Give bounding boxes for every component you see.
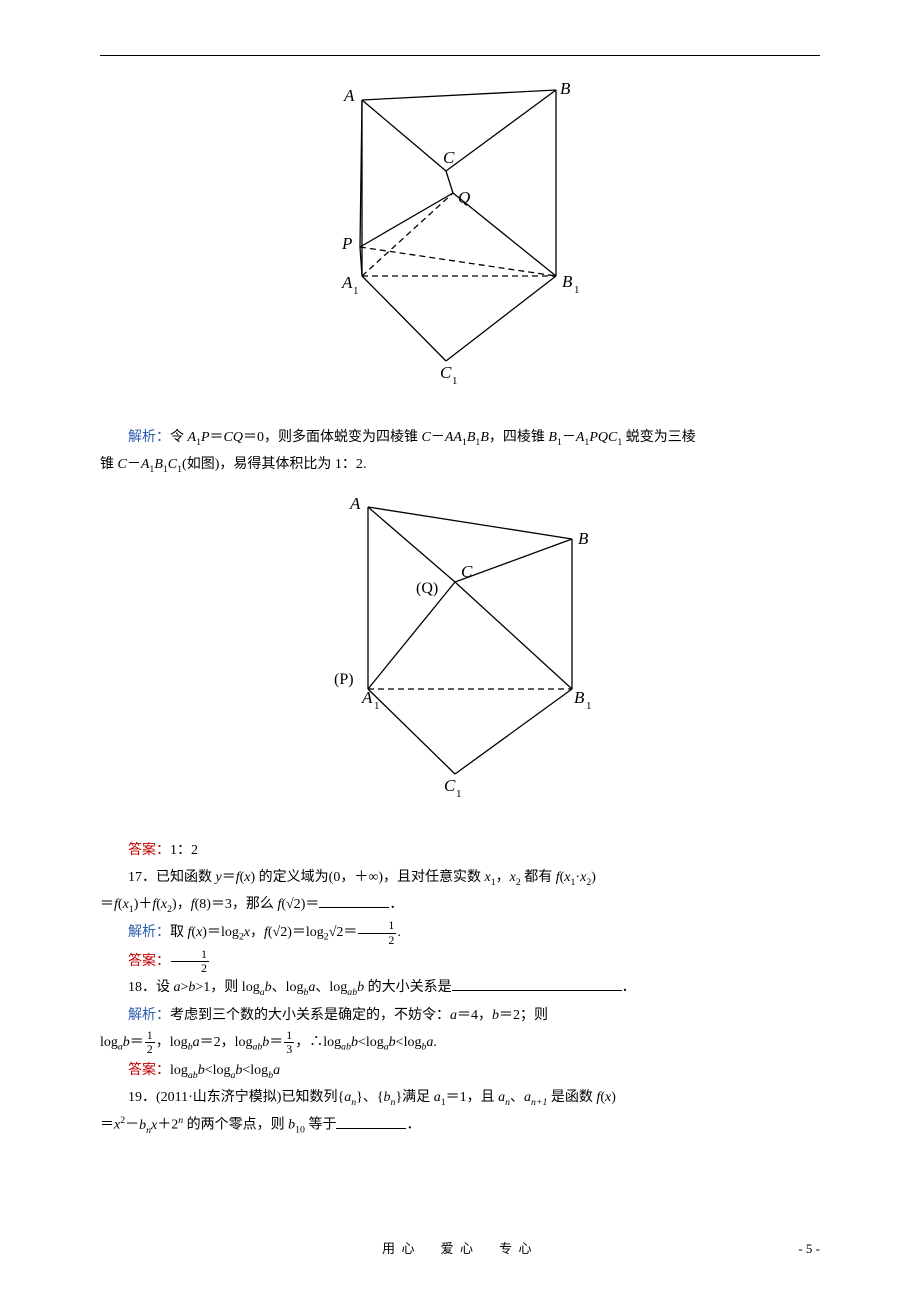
- svg-text:B: B: [562, 272, 573, 291]
- svg-text:C: C: [444, 776, 456, 795]
- blank-18: [452, 976, 622, 991]
- answer-label: 答案：: [128, 843, 170, 858]
- svg-text:Q: Q: [458, 188, 470, 207]
- figure-2: ABC(Q)(P)A1B1C1: [100, 489, 820, 820]
- fig-analysis-line2: 锥 C－A1B1C1(如图)，易得其体积比为 1：2.: [100, 452, 820, 479]
- q18: 18．设 a>b>1，则 logab、logba、logabb 的大小关系是．: [100, 975, 820, 1002]
- figure-1: ABCQPA1B1C1: [100, 76, 820, 407]
- svg-text:A: A: [349, 494, 361, 513]
- svg-text:1: 1: [574, 284, 580, 296]
- svg-text:B: B: [574, 688, 585, 707]
- fig-analysis-line1: 解析：令 A1P＝CQ＝0，则多面体蜕变为四棱锥 C－AA1B1B，四棱锥 B1…: [100, 425, 820, 452]
- q17-line1: 17．已知函数 y＝f(x) 的定义域为(0，＋∞)，且对任意实数 x1，x2 …: [100, 865, 820, 892]
- svg-text:(Q): (Q): [416, 580, 438, 597]
- svg-text:A: A: [341, 273, 353, 292]
- blank-17: [319, 893, 389, 908]
- page-number: - 5 -: [798, 1237, 820, 1262]
- svg-text:1: 1: [353, 285, 359, 297]
- svg-text:C: C: [443, 148, 455, 167]
- svg-text:B: B: [578, 529, 589, 548]
- footer-motto: 用心 爱心 专心: [0, 1237, 920, 1262]
- q18-analysis: 解析：考虑到三个数的大小关系是确定的，不妨令：a＝4，b＝2；则: [100, 1003, 820, 1030]
- svg-text:1: 1: [374, 700, 380, 712]
- header-rule: [100, 55, 820, 56]
- q18-calc: logab＝12，logba＝2，logabb＝13，∴logabb<logab…: [100, 1029, 820, 1057]
- svg-text:(P): (P): [334, 671, 354, 688]
- svg-text:C: C: [461, 562, 473, 581]
- q19-line1: 19．(2011·山东济宁模拟)已知数列{an}、{bn}满足 a1＝1，且 a…: [100, 1085, 820, 1112]
- answer-16: 答案：1：2: [100, 838, 820, 865]
- analysis-label: 解析：: [128, 925, 170, 940]
- svg-text:1: 1: [456, 788, 462, 800]
- analysis-label: 解析：: [128, 1008, 170, 1023]
- answer-label: 答案：: [128, 954, 170, 969]
- svg-text:A: A: [343, 86, 355, 105]
- q17-analysis: 解析：取 f(x)＝log2x，f(√2)＝log2√2＝12.: [100, 919, 820, 947]
- analysis-label: 解析：: [128, 430, 170, 445]
- page: ABCQPA1B1C1 解析：令 A1P＝CQ＝0，则多面体蜕变为四棱锥 C－A…: [0, 0, 920, 1302]
- svg-text:A: A: [361, 688, 373, 707]
- svg-text:C: C: [440, 363, 452, 382]
- svg-text:P: P: [341, 234, 352, 253]
- svg-text:1: 1: [452, 375, 458, 387]
- blank-19: [336, 1114, 406, 1129]
- svg-text:B: B: [560, 79, 571, 98]
- q17-line2: ＝f(x1)＋f(x2)，f(8)＝3，那么 f(√2)＝．: [100, 892, 820, 919]
- answer-17: 答案：12: [100, 948, 820, 976]
- answer-label: 答案：: [128, 1063, 170, 1078]
- svg-text:1: 1: [586, 700, 592, 712]
- answer-18: 答案：logabb<logab<logba: [100, 1058, 820, 1085]
- q19-line2: ＝x2－bnx＋2n 的两个零点，则 b10 等于．: [100, 1112, 820, 1140]
